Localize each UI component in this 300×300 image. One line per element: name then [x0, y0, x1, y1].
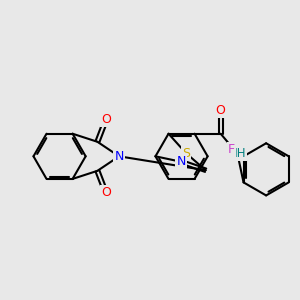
Text: O: O — [101, 186, 111, 199]
Text: O: O — [101, 113, 111, 126]
Text: O: O — [216, 104, 226, 117]
Text: S: S — [182, 147, 190, 160]
Text: F: F — [227, 142, 235, 156]
Text: N: N — [114, 150, 124, 163]
Text: N: N — [176, 155, 186, 168]
Text: NH: NH — [229, 147, 246, 160]
